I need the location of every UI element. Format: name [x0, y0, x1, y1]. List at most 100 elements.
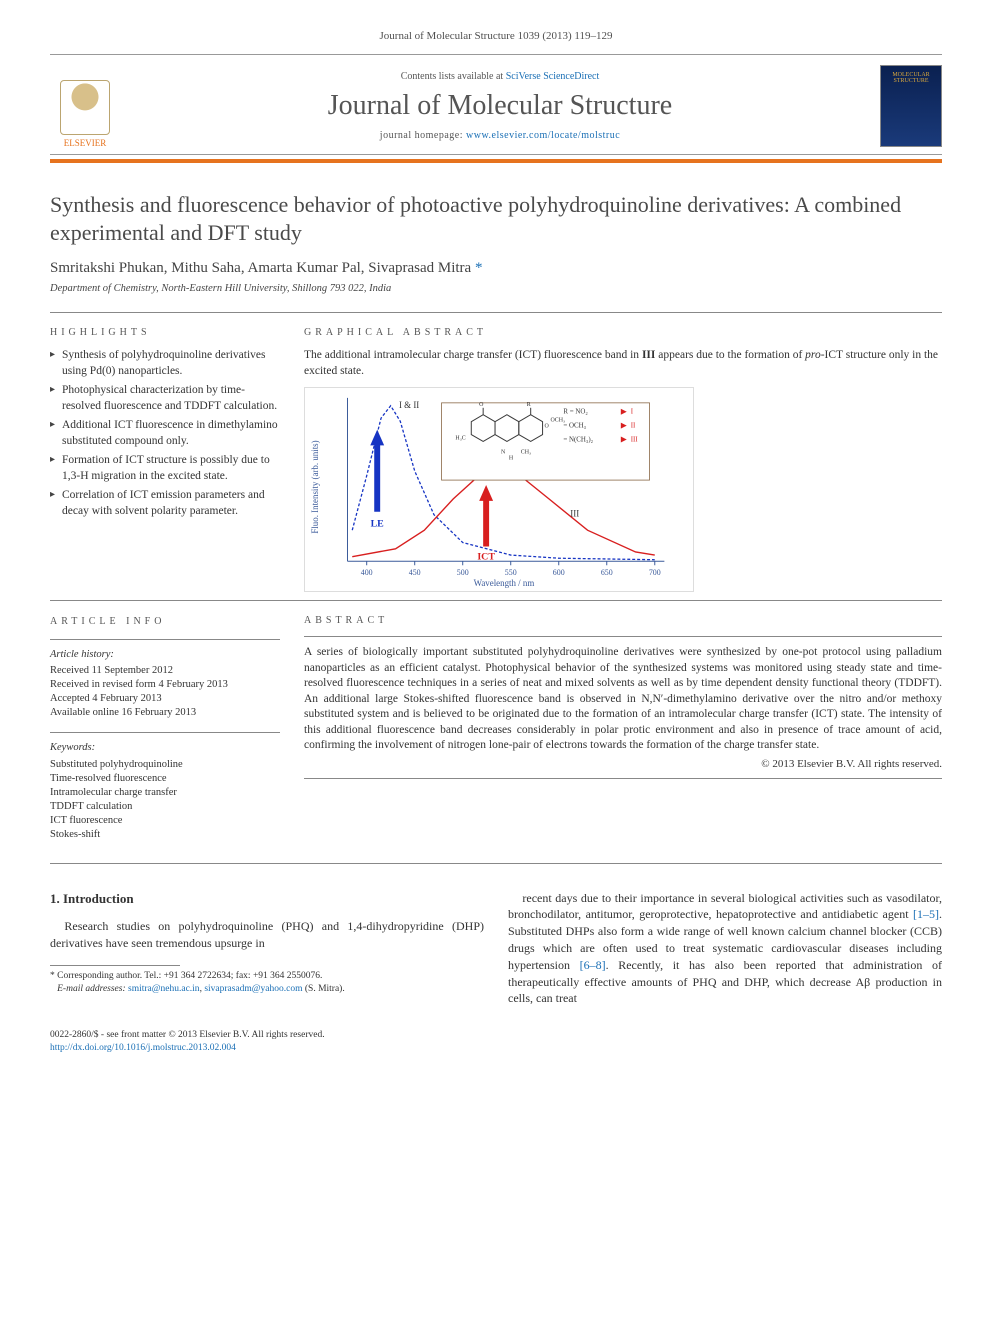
divider [50, 600, 942, 601]
journal-reference: Journal of Molecular Structure 1039 (201… [50, 30, 942, 42]
svg-text:650: 650 [601, 568, 613, 577]
cover-text: MOLECULAR STRUCTURE [892, 72, 929, 84]
email-suffix: (S. Mitra). [305, 984, 345, 994]
svg-text:ICT: ICT [477, 551, 495, 562]
corresponding-footnote: * Corresponding author. Tel.: +91 364 27… [50, 970, 484, 995]
ga-cap-2: appears due to the formation of [655, 349, 805, 361]
keyword: Intramolecular charge transfer [50, 786, 280, 800]
ict-arrow: ICT [477, 485, 495, 562]
history-line: Available online 16 February 2013 [50, 706, 280, 720]
highlights-column: HIGHLIGHTS Synthesis of polyhydroquinoli… [50, 327, 280, 592]
divider [304, 636, 942, 637]
homepage-prefix: journal homepage: [380, 130, 466, 141]
keywords-block: Keywords: Substituted polyhydroquinoline… [50, 741, 280, 842]
keyword: Substituted polyhydroquinoline [50, 758, 280, 772]
graphical-label: GRAPHICAL ABSTRACT [304, 327, 942, 338]
svg-text:= N(CH₃)₂: = N(CH₃)₂ [563, 437, 593, 444]
article-info-column: ARTICLE INFO Article history: Received 1… [50, 615, 280, 855]
history-heading: Article history: [50, 648, 280, 662]
inset-structure: O R H₃C N H CH₃ O OCH₃ R = NO₂I= OCH₃II=… [442, 402, 650, 480]
journal-header: ELSEVIER Contents lists available at Sci… [50, 54, 942, 155]
contents-prefix: Contents lists available at [401, 71, 506, 82]
abstract-label: ABSTRACT [304, 615, 942, 626]
svg-text:III: III [631, 437, 639, 444]
abstract-column: ABSTRACT A series of biologically import… [304, 615, 942, 855]
abstract-text: A series of biologically important subst… [304, 645, 942, 754]
intro-heading: 1. Introduction [50, 890, 484, 908]
divider [50, 639, 280, 640]
journal-name: Journal of Molecular Structure [120, 90, 880, 122]
keywords-heading: Keywords: [50, 741, 280, 755]
highlights-graphical-row: HIGHLIGHTS Synthesis of polyhydroquinoli… [50, 327, 942, 592]
email-link-2[interactable]: sivaprasadm@yahoo.com [204, 984, 302, 994]
author-list: Smritakshi Phukan, Mithu Saha, Amarta Ku… [50, 260, 942, 277]
homepage-link[interactable]: www.elsevier.com/locate/molstruc [466, 130, 620, 141]
svg-text:600: 600 [553, 568, 565, 577]
article-info-label: ARTICLE INFO [50, 615, 280, 629]
email-line: E-mail addresses: smitra@nehu.ac.in, siv… [50, 983, 484, 995]
keyword: ICT fluorescence [50, 814, 280, 828]
authors-text: Smritakshi Phukan, Mithu Saha, Amarta Ku… [50, 260, 471, 276]
corr-line: * Corresponding author. Tel.: +91 364 27… [50, 970, 484, 982]
svg-text:CH₃: CH₃ [521, 449, 531, 455]
svg-text:R: R [527, 402, 531, 408]
history-line: Received 11 September 2012 [50, 664, 280, 678]
spectrum-chart: 400450500550600650700 LE ICT [305, 388, 693, 591]
intro-para-2: recent days due to their importance in s… [508, 890, 942, 1008]
svg-text:O: O [545, 424, 550, 430]
keyword: Time-resolved fluorescence [50, 772, 280, 786]
svg-text:H₃C: H₃C [455, 436, 465, 442]
ref-link-1[interactable]: [1–5] [913, 907, 939, 921]
highlight-item: Photophysical characterization by time-r… [50, 383, 280, 414]
orange-divider [50, 159, 942, 163]
history-line: Received in revised form 4 February 2013 [50, 678, 280, 692]
intro-para-1: Research studies on polyhydroquinoline (… [50, 918, 484, 952]
article-title: Synthesis and fluorescence behavior of p… [50, 191, 942, 246]
highlights-label: HIGHLIGHTS [50, 327, 280, 338]
divider [50, 863, 942, 864]
graphical-figure: 400450500550600650700 LE ICT [304, 387, 694, 592]
front-matter-line: 0022-2860/$ - see front matter © 2013 El… [50, 1029, 942, 1041]
keyword: Stokes-shift [50, 828, 280, 842]
corresponding-marker[interactable]: * [475, 260, 483, 276]
elsevier-logo: ELSEVIER [50, 63, 120, 148]
svg-text:R = NO₂: R = NO₂ [563, 409, 588, 416]
affiliation: Department of Chemistry, North-Eastern H… [50, 283, 942, 294]
info-abstract-row: ARTICLE INFO Article history: Received 1… [50, 615, 942, 855]
homepage-line: journal homepage: www.elsevier.com/locat… [120, 130, 880, 141]
svg-text:500: 500 [457, 568, 469, 577]
svg-text:H: H [509, 455, 514, 461]
body-text: 1. Introduction Research studies on poly… [50, 890, 942, 1008]
ga-cap-1: The additional intramolecular charge tra… [304, 349, 642, 361]
scidirect-link[interactable]: SciVerse ScienceDirect [506, 71, 600, 82]
svg-text:400: 400 [361, 568, 373, 577]
svg-text:LE: LE [371, 519, 385, 530]
svg-text:N: N [501, 449, 506, 455]
series-label-1-2: I & II [399, 400, 419, 410]
x-axis-label: Wavelength / nm [474, 578, 535, 588]
doi-link[interactable]: http://dx.doi.org/10.1016/j.molstruc.201… [50, 1043, 236, 1053]
email-link-1[interactable]: smitra@nehu.ac.in [128, 984, 200, 994]
svg-text:700: 700 [649, 568, 661, 577]
highlight-item: Additional ICT fluorescence in dimethyla… [50, 418, 280, 449]
history-line: Accepted 4 February 2013 [50, 692, 280, 706]
highlight-item: Correlation of ICT emission parameters a… [50, 488, 280, 519]
footnote-rule [50, 965, 180, 966]
highlights-list: Synthesis of polyhydroquinoline derivati… [50, 348, 280, 519]
ga-cap-bold: III [642, 349, 655, 361]
svg-text:550: 550 [505, 568, 517, 577]
publisher-label: ELSEVIER [64, 138, 107, 148]
article-history: Article history: Received 11 September 2… [50, 648, 280, 721]
le-arrow: LE [370, 430, 384, 530]
highlight-item: Synthesis of polyhydroquinoline derivati… [50, 348, 280, 379]
series-label-3: III [570, 509, 579, 519]
graphical-abstract-column: GRAPHICAL ABSTRACT The additional intram… [304, 327, 942, 592]
svg-text:= OCH₃: = OCH₃ [563, 423, 586, 430]
ref-link-2[interactable]: [6–8] [580, 958, 606, 972]
keyword: TDDFT calculation [50, 800, 280, 814]
svg-text:O: O [479, 402, 484, 408]
svg-text:II: II [631, 423, 636, 430]
divider [50, 732, 280, 733]
graphical-caption: The additional intramolecular charge tra… [304, 348, 942, 379]
journal-cover-thumbnail: MOLECULAR STRUCTURE [880, 65, 942, 147]
